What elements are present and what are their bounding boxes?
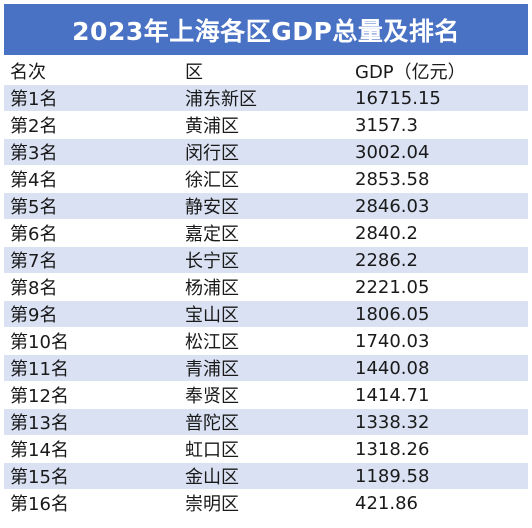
- header-rank: 名次: [4, 58, 179, 85]
- district-cell: 松江区: [179, 327, 349, 355]
- rank-cell: 第3名: [4, 138, 179, 166]
- district-cell: 徐汇区: [179, 165, 349, 193]
- table-body: 第1名 浦东新区 16715.15 第2名 黄浦区 3157.3 第3名 闵行区 3002.04…: [4, 84, 528, 517]
- table-row: 第5名 静安区 2846.03: [4, 192, 528, 220]
- gdp-cell: 1414.71: [349, 381, 528, 409]
- district-cell: 崇明区: [179, 489, 349, 517]
- rank-cell: 第5名: [4, 192, 179, 220]
- district-cell: 宝山区: [179, 300, 349, 328]
- district-cell: 虹口区: [179, 435, 349, 463]
- gdp-cell: 1740.03: [349, 327, 528, 355]
- rank-cell: 第2名: [4, 111, 179, 139]
- table-row: 第7名 长宁区 2286.2: [4, 246, 528, 274]
- district-cell: 奉贤区: [179, 381, 349, 409]
- table-row: 第16名 崇明区 421.86: [4, 489, 528, 517]
- gdp-cell: 1338.32: [349, 408, 528, 436]
- rank-cell: 第16名: [4, 489, 179, 517]
- rank-cell: 第14名: [4, 435, 179, 463]
- rank-cell: 第6名: [4, 219, 179, 247]
- gdp-cell: 3002.04: [349, 138, 528, 166]
- header-district: 区: [179, 58, 349, 85]
- gdp-cell: 2840.2: [349, 219, 528, 247]
- header-row: 名次 区 GDP（亿元）: [4, 58, 528, 85]
- gdp-cell: 16715.15: [349, 84, 528, 112]
- table-row: 第14名 虹口区 1318.26: [4, 435, 528, 463]
- district-cell: 长宁区: [179, 246, 349, 274]
- rank-cell: 第1名: [4, 84, 179, 112]
- table-row: 第3名 闵行区 3002.04: [4, 138, 528, 166]
- table-row: 第9名 宝山区 1806.05: [4, 300, 528, 328]
- gdp-cell: 1318.26: [349, 435, 528, 463]
- gdp-table: 名次 区 GDP（亿元） 第1名 浦东新区 16715.15 第2名 黄浦区 3157.3…: [4, 58, 528, 517]
- gdp-cell: 2846.03: [349, 192, 528, 220]
- district-cell: 浦东新区: [179, 84, 349, 112]
- rank-cell: 第8名: [4, 273, 179, 301]
- rank-cell: 第7名: [4, 246, 179, 274]
- gdp-cell: 2221.05: [349, 273, 528, 301]
- district-cell: 普陀区: [179, 408, 349, 436]
- gdp-cell: 2853.58: [349, 165, 528, 193]
- rank-cell: 第9名: [4, 300, 179, 328]
- table-row: 第1名 浦东新区 16715.15: [4, 84, 528, 112]
- gdp-cell: 1440.08: [349, 354, 528, 382]
- table-row: 第4名 徐汇区 2853.58: [4, 165, 528, 193]
- rank-cell: 第15名: [4, 462, 179, 490]
- rank-cell: 第11名: [4, 354, 179, 382]
- header-gdp: GDP（亿元）: [349, 58, 528, 85]
- table-row: 第11名 青浦区 1440.08: [4, 354, 528, 382]
- district-cell: 闵行区: [179, 138, 349, 166]
- gdp-cell: 1189.58: [349, 462, 528, 490]
- table-row: 第10名 松江区 1740.03: [4, 327, 528, 355]
- gdp-cell: 3157.3: [349, 111, 528, 139]
- district-cell: 黄浦区: [179, 111, 349, 139]
- district-cell: 青浦区: [179, 354, 349, 382]
- table-row: 第13名 普陀区 1338.32: [4, 408, 528, 436]
- rank-cell: 第10名: [4, 327, 179, 355]
- gdp-cell: 1806.05: [349, 300, 528, 328]
- district-cell: 嘉定区: [179, 219, 349, 247]
- district-cell: 杨浦区: [179, 273, 349, 301]
- district-cell: 金山区: [179, 462, 349, 490]
- table-row: 第8名 杨浦区 2221.05: [4, 273, 528, 301]
- rank-cell: 第13名: [4, 408, 179, 436]
- table-row: 第15名 金山区 1189.58: [4, 462, 528, 490]
- table-title: 2023年上海各区GDP总量及排名: [4, 4, 528, 55]
- rank-cell: 第12名: [4, 381, 179, 409]
- gdp-cell: 421.86: [349, 489, 528, 517]
- gdp-cell: 2286.2: [349, 246, 528, 274]
- table-row: 第2名 黄浦区 3157.3: [4, 111, 528, 139]
- rank-cell: 第4名: [4, 165, 179, 193]
- district-cell: 静安区: [179, 192, 349, 220]
- table-row: 第6名 嘉定区 2840.2: [4, 219, 528, 247]
- table-row: 第12名 奉贤区 1414.71: [4, 381, 528, 409]
